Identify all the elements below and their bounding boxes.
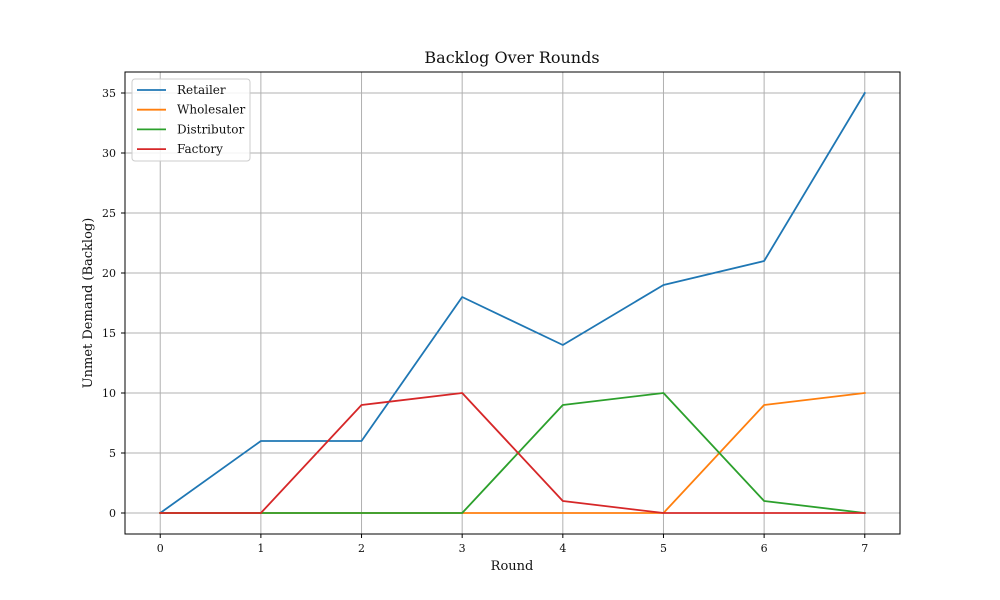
y-axis: 0 5 10 15 20 25 30 35: [102, 87, 125, 520]
legend-label-factory: Factory: [177, 142, 223, 156]
series-line-distributor: [159, 392, 866, 515]
x-tick-label: 7: [861, 542, 868, 555]
x-tick-label: 1: [257, 542, 264, 555]
series-line-factory: [159, 392, 866, 514]
y-tick-label: 25: [102, 207, 116, 220]
y-axis-label: Unmet Demand (Backlog): [81, 218, 96, 389]
series-lines: [158, 91, 867, 515]
legend-box: [131, 78, 251, 162]
x-tick-label: 0: [157, 542, 164, 555]
series-line-retailer: [158, 91, 867, 515]
plot-area-frame: [124, 71, 901, 535]
x-tick-label: 3: [459, 542, 466, 555]
x-axis: 0 1 2 3 4 5 6 7: [157, 534, 868, 555]
y-tick-label: 30: [102, 147, 116, 160]
y-tick-label: 5: [109, 447, 116, 460]
grid: [125, 72, 900, 534]
x-axis-label: Round: [491, 559, 534, 574]
x-tick-label: 4: [559, 542, 566, 555]
y-tick-label: 35: [102, 87, 116, 100]
y-tick-label: 20: [102, 267, 116, 280]
y-tick-label: 0: [109, 507, 116, 520]
legend: Retailer Wholesaler Distributor Factory: [131, 78, 251, 162]
x-tick-label: 6: [761, 542, 768, 555]
y-tick-label: 10: [102, 387, 116, 400]
x-tick-label: 5: [660, 542, 667, 555]
legend-label-distributor: Distributor: [177, 122, 244, 136]
legend-label-wholesaler: Wholesaler: [177, 103, 245, 117]
chart-title: Backlog Over Rounds: [424, 48, 599, 67]
y-tick-label: 15: [102, 327, 116, 340]
legend-label-retailer: Retailer: [177, 83, 226, 97]
x-tick-label: 2: [358, 542, 365, 555]
